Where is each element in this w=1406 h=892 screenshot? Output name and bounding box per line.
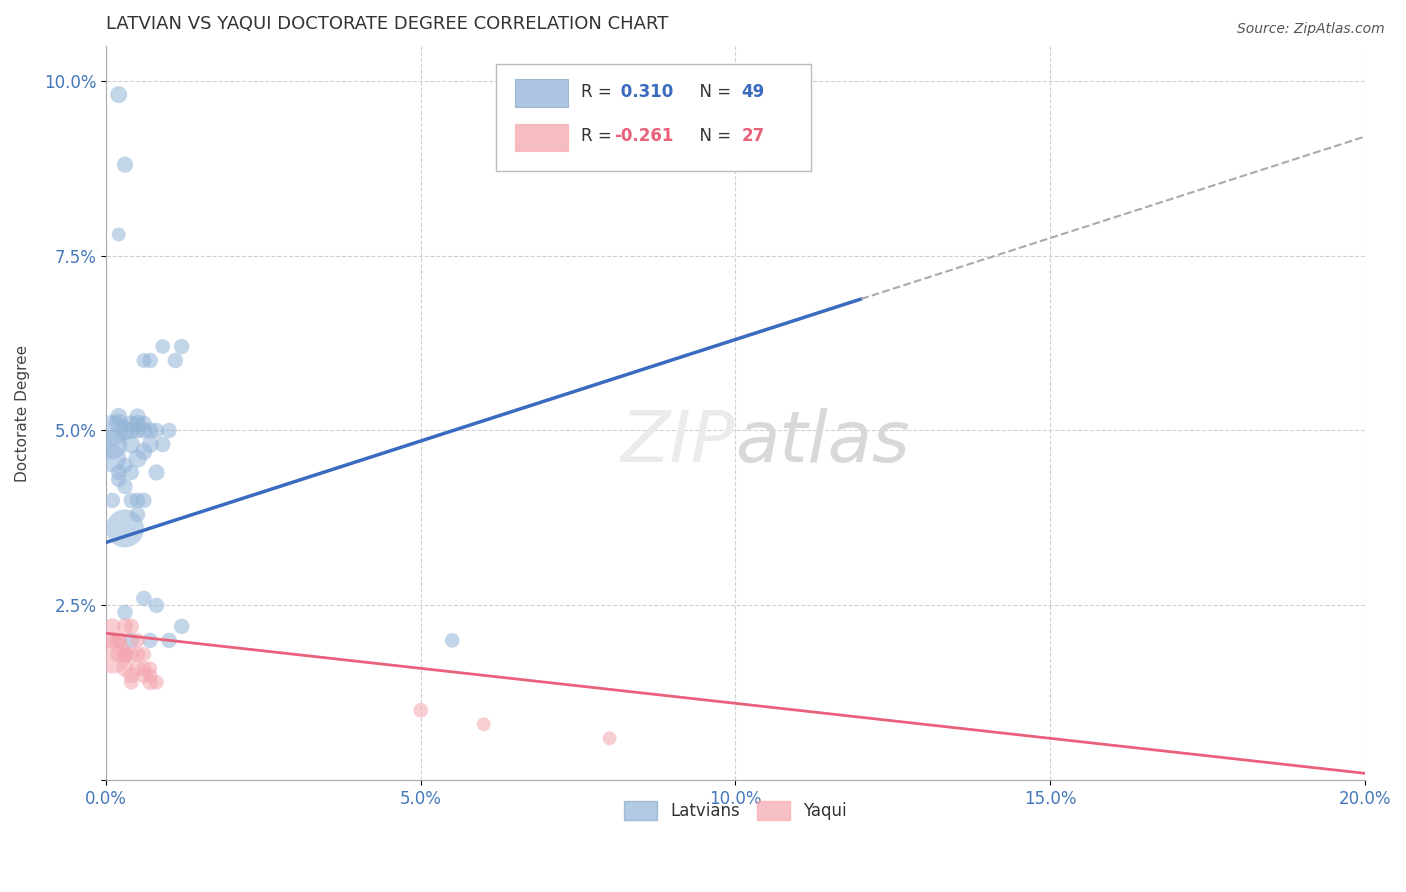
Point bbox=[120, 668, 142, 682]
Point bbox=[127, 661, 149, 675]
Point bbox=[107, 417, 129, 431]
Point bbox=[101, 633, 124, 648]
Point bbox=[145, 675, 167, 690]
Point bbox=[120, 466, 142, 480]
Point bbox=[472, 717, 495, 731]
Text: 27: 27 bbox=[742, 127, 765, 145]
Text: 0.310: 0.310 bbox=[614, 83, 673, 101]
Point bbox=[132, 591, 155, 606]
Point bbox=[120, 437, 142, 451]
Text: 49: 49 bbox=[742, 83, 765, 101]
Point bbox=[145, 424, 167, 438]
Point bbox=[107, 87, 129, 102]
Point bbox=[132, 444, 155, 458]
Text: LATVIAN VS YAQUI DOCTORATE DEGREE CORRELATION CHART: LATVIAN VS YAQUI DOCTORATE DEGREE CORREL… bbox=[105, 15, 668, 33]
Text: R =: R = bbox=[581, 83, 617, 101]
Point bbox=[127, 451, 149, 466]
Point bbox=[132, 648, 155, 662]
Point bbox=[120, 648, 142, 662]
Text: Source: ZipAtlas.com: Source: ZipAtlas.com bbox=[1237, 22, 1385, 37]
Point bbox=[107, 473, 129, 487]
Point bbox=[441, 633, 464, 648]
Point bbox=[101, 451, 124, 466]
Point bbox=[114, 424, 136, 438]
Point bbox=[139, 675, 162, 690]
FancyBboxPatch shape bbox=[515, 79, 568, 107]
Point bbox=[107, 633, 129, 648]
Point bbox=[107, 227, 129, 242]
Point bbox=[114, 606, 136, 620]
Point bbox=[107, 466, 129, 480]
Point bbox=[127, 417, 149, 431]
Point bbox=[132, 493, 155, 508]
Point bbox=[114, 648, 136, 662]
Text: atlas: atlas bbox=[735, 408, 910, 477]
Point bbox=[139, 633, 162, 648]
Text: N =: N = bbox=[689, 127, 737, 145]
Point bbox=[599, 731, 621, 746]
Point bbox=[139, 437, 162, 451]
Text: R =: R = bbox=[581, 127, 617, 145]
Point bbox=[170, 619, 193, 633]
Point bbox=[152, 339, 174, 353]
Point bbox=[145, 599, 167, 613]
Point bbox=[139, 424, 162, 438]
Point bbox=[114, 648, 136, 662]
Point bbox=[132, 417, 155, 431]
Point bbox=[114, 661, 136, 675]
Point bbox=[145, 466, 167, 480]
Point bbox=[132, 661, 155, 675]
Text: N =: N = bbox=[689, 83, 737, 101]
Point bbox=[170, 339, 193, 353]
Point bbox=[101, 424, 124, 438]
Point bbox=[132, 424, 155, 438]
Point bbox=[107, 633, 129, 648]
Point bbox=[101, 619, 124, 633]
Point bbox=[139, 668, 162, 682]
FancyBboxPatch shape bbox=[496, 64, 811, 170]
Point bbox=[107, 409, 129, 424]
Point bbox=[120, 675, 142, 690]
Point bbox=[157, 633, 180, 648]
Point bbox=[120, 493, 142, 508]
Point bbox=[127, 409, 149, 424]
Point bbox=[101, 493, 124, 508]
Point bbox=[107, 648, 129, 662]
Point bbox=[127, 493, 149, 508]
Text: ZIP: ZIP bbox=[621, 408, 735, 477]
Point bbox=[139, 353, 162, 368]
Point bbox=[120, 633, 142, 648]
Point bbox=[114, 479, 136, 493]
Point bbox=[114, 619, 136, 633]
Point bbox=[114, 521, 136, 535]
Point bbox=[114, 458, 136, 473]
Point bbox=[165, 353, 187, 368]
Point bbox=[127, 633, 149, 648]
Point bbox=[127, 424, 149, 438]
Point bbox=[120, 417, 142, 431]
Legend: Latvians, Yaqui: Latvians, Yaqui bbox=[617, 795, 853, 827]
FancyBboxPatch shape bbox=[515, 123, 568, 152]
Point bbox=[152, 437, 174, 451]
Point bbox=[120, 619, 142, 633]
Point bbox=[101, 648, 124, 662]
Point bbox=[139, 661, 162, 675]
Y-axis label: Doctorate Degree: Doctorate Degree bbox=[15, 344, 30, 482]
Point bbox=[127, 648, 149, 662]
Point bbox=[114, 158, 136, 172]
Point bbox=[120, 424, 142, 438]
Point bbox=[157, 424, 180, 438]
Point bbox=[132, 668, 155, 682]
Point bbox=[409, 703, 432, 717]
Point bbox=[132, 353, 155, 368]
Point bbox=[101, 437, 124, 451]
Text: -0.261: -0.261 bbox=[614, 127, 673, 145]
Point bbox=[127, 508, 149, 522]
